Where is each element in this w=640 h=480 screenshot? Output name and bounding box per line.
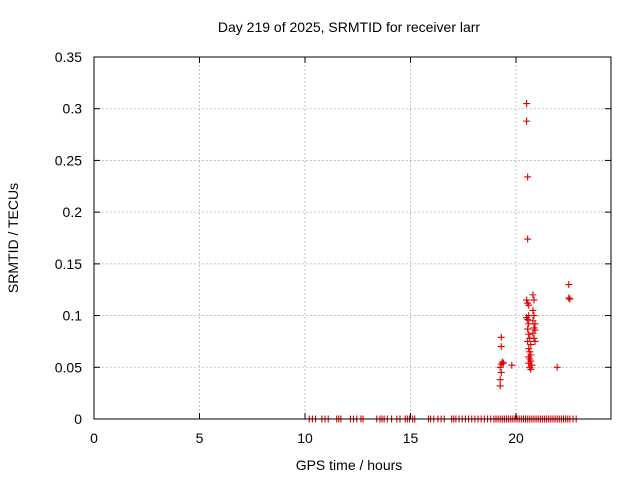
data-point-marker bbox=[531, 337, 539, 345]
grid-lines bbox=[94, 57, 611, 419]
y-tick-label: 0.3 bbox=[63, 101, 83, 117]
y-tick-label: 0.05 bbox=[55, 359, 82, 375]
y-tick-label: 0.15 bbox=[55, 256, 82, 272]
x-tick-label: 20 bbox=[508, 430, 524, 446]
data-point-marker bbox=[530, 296, 538, 304]
plot-frame bbox=[93, 56, 612, 420]
x-tick-label: 15 bbox=[403, 430, 419, 446]
y-tick-label: 0.2 bbox=[63, 204, 83, 220]
data-point-marker bbox=[525, 320, 533, 328]
data-point-marker bbox=[527, 365, 535, 373]
x-tick-label: 10 bbox=[297, 430, 313, 446]
data-point-marker bbox=[530, 312, 538, 320]
data-point-marker bbox=[497, 343, 505, 351]
data-point-marker bbox=[526, 348, 534, 356]
data-point-marker bbox=[529, 291, 537, 299]
data-point-marker bbox=[524, 235, 532, 243]
data-point-marker bbox=[523, 296, 531, 304]
data-point-marker bbox=[525, 345, 533, 353]
data-point-marker bbox=[524, 173, 532, 181]
x-axis-label: GPS time / hours bbox=[296, 457, 403, 473]
data-point-marker bbox=[565, 281, 573, 289]
data-point-marker bbox=[553, 363, 561, 371]
data-point-marker bbox=[530, 334, 538, 342]
x-tick-label: 5 bbox=[196, 430, 204, 446]
data-point-marker bbox=[565, 294, 573, 302]
y-tick-label: 0.35 bbox=[55, 49, 82, 65]
data-point-marker bbox=[524, 316, 532, 324]
data-point-marker bbox=[531, 320, 539, 328]
data-point-marker bbox=[523, 100, 531, 108]
data-point-marker bbox=[529, 306, 537, 314]
y-tick-label: 0.1 bbox=[63, 308, 83, 324]
data-point-marker bbox=[499, 359, 507, 367]
y-axis-label: SRMTID / TECUs bbox=[5, 183, 21, 293]
data-point-marker bbox=[496, 376, 504, 384]
data-point-marker bbox=[508, 361, 516, 369]
data-point-marker bbox=[527, 341, 535, 349]
y-tick-label: 0.25 bbox=[55, 152, 82, 168]
tick-labels: 0 0.05 0.1 0.15 0.2 0.25 0.3 0.35 0 5 10 15 20 bbox=[55, 49, 524, 446]
data-point-marker bbox=[525, 330, 533, 338]
data-point-marker bbox=[496, 382, 504, 390]
y-tick-label: 0 bbox=[74, 411, 82, 427]
data-point-marker bbox=[497, 368, 505, 376]
data-point-marker bbox=[496, 363, 504, 371]
data-points bbox=[305, 100, 580, 423]
data-point-marker bbox=[566, 295, 574, 303]
x-tick-label: 0 bbox=[90, 430, 98, 446]
data-point-marker bbox=[524, 337, 532, 345]
data-point-marker bbox=[524, 325, 532, 333]
data-point-marker bbox=[525, 301, 533, 309]
data-point-marker bbox=[497, 333, 505, 341]
data-point-marker bbox=[523, 117, 531, 125]
data-point-marker bbox=[529, 329, 537, 337]
chart-title: Day 219 of 2025, SRMTID for receiver lar… bbox=[218, 19, 481, 35]
